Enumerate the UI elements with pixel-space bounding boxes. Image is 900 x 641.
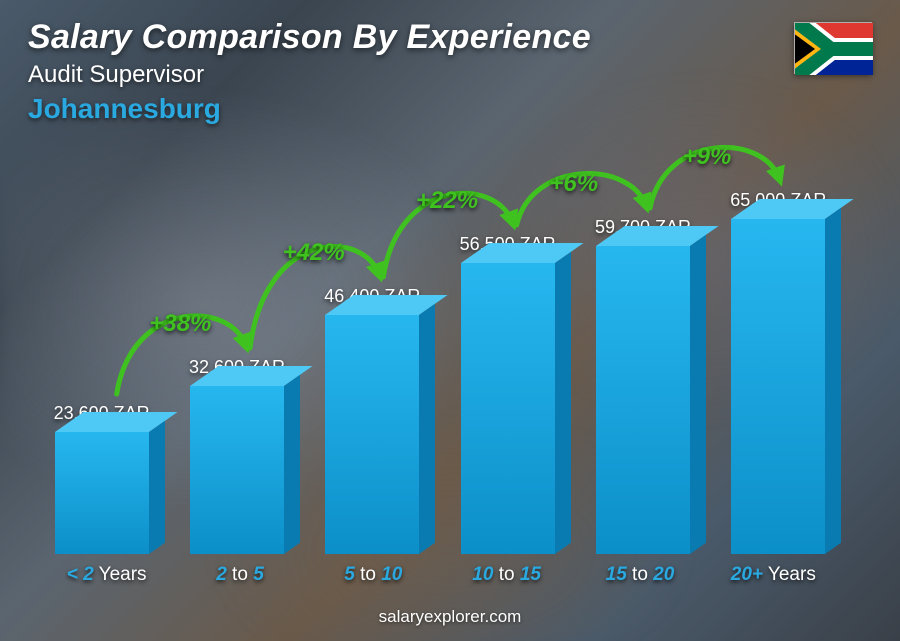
x-axis-label: < 2 Years [40, 564, 173, 586]
growth-pct-label: +22% [416, 187, 478, 215]
chart-title: Salary Comparison By Experience [28, 18, 780, 57]
bar-side-face [419, 304, 435, 554]
job-title: Audit Supervisor [28, 61, 780, 89]
bar-side-face [149, 421, 165, 554]
bar-front-face [55, 432, 149, 554]
x-axis-label: 5 to 10 [307, 564, 440, 586]
x-axis-labels: < 2 Years2 to 55 to 1010 to 1515 to 2020… [40, 564, 840, 586]
bar-side-face [284, 375, 300, 554]
bar-4: 59,700 ZAR [581, 114, 704, 554]
growth-pct-label: +42% [283, 239, 345, 267]
bar-front-face [731, 219, 825, 554]
x-axis-label: 15 to 20 [573, 564, 706, 586]
bar-side-face [690, 235, 706, 554]
bar-front-face [461, 263, 555, 554]
bar-0: 23,600 ZAR [40, 114, 163, 554]
growth-pct-label: +38% [149, 310, 211, 338]
x-axis-label: 2 to 5 [173, 564, 306, 586]
bar-front-face [190, 386, 284, 554]
bar-front-face [325, 315, 419, 554]
bar-front-face [596, 246, 690, 554]
bar-3d [55, 432, 149, 554]
x-axis-label: 20+ Years [707, 564, 840, 586]
growth-pct-label: +6% [549, 170, 598, 198]
bar-side-face [555, 252, 571, 554]
south-africa-flag-svg [795, 23, 873, 75]
growth-pct-label: +9% [683, 143, 732, 171]
bar-3d [325, 315, 419, 554]
source-attribution: salaryexplorer.com [0, 607, 900, 627]
bar-3d [190, 386, 284, 554]
bar-2: 46,400 ZAR [311, 114, 434, 554]
x-axis-label: 10 to 15 [440, 564, 573, 586]
bar-side-face [825, 208, 841, 554]
bar-chart: 23,600 ZAR32,600 ZAR46,400 ZAR56,500 ZAR… [40, 106, 840, 586]
bar-3d [461, 263, 555, 554]
bar-5: 65,000 ZAR [717, 114, 840, 554]
bar-3d [596, 246, 690, 554]
infographic-stage: Salary Comparison By Experience Audit Su… [0, 0, 900, 641]
bar-3d [731, 219, 825, 554]
country-flag-icon [794, 22, 872, 74]
